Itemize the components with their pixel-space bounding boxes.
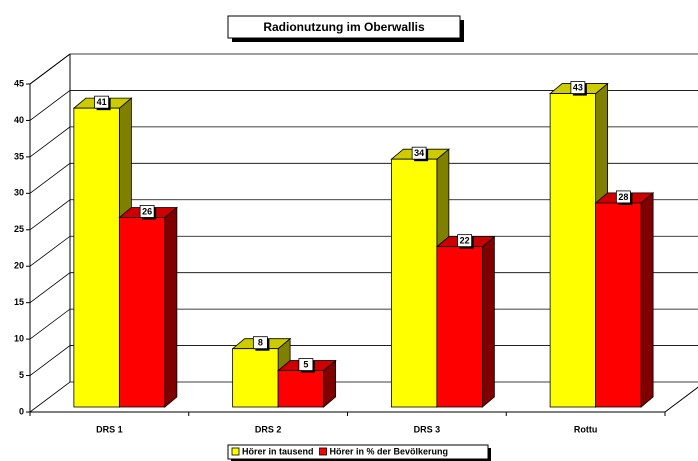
y-tick-label: 0 bbox=[19, 406, 24, 416]
title-box bbox=[227, 15, 461, 39]
bar bbox=[595, 202, 642, 408]
bar bbox=[549, 93, 597, 408]
data-label-box bbox=[457, 234, 473, 248]
bar bbox=[436, 246, 483, 408]
legend-swatch bbox=[231, 447, 240, 456]
legend: Hörer in tausend Hörer in % der Bevölkeru… bbox=[227, 444, 491, 461]
y-tick-label: 40 bbox=[14, 115, 24, 125]
data-label-box bbox=[411, 146, 427, 160]
legend-label: Hörer in % der Bevölkerung bbox=[330, 446, 449, 456]
data-label-box bbox=[252, 336, 268, 350]
data-label: 28 bbox=[618, 192, 628, 202]
bar bbox=[277, 370, 325, 408]
y-tick-label: 30 bbox=[14, 188, 24, 198]
data-label: 26 bbox=[142, 206, 152, 216]
data-label-box bbox=[94, 95, 110, 109]
y-tick-label: 15 bbox=[14, 297, 24, 307]
grid-line bbox=[29, 126, 698, 158]
data-label-box bbox=[139, 205, 155, 218]
x-tick-label: DRS 2 bbox=[255, 424, 282, 434]
data-label-box bbox=[298, 358, 314, 371]
y-tick-label: 25 bbox=[14, 224, 24, 234]
grid-line bbox=[29, 199, 698, 231]
grid-line bbox=[29, 90, 698, 121]
legend-box bbox=[227, 444, 489, 460]
y-tick-label: 20 bbox=[14, 261, 24, 271]
data-label: 8 bbox=[258, 338, 263, 348]
y-tick-label: 5 bbox=[19, 370, 24, 380]
chart-title: Radionutzung im Oberwallis bbox=[263, 20, 425, 34]
legend-swatch bbox=[319, 447, 327, 456]
data-label-box bbox=[570, 81, 586, 94]
bar-side bbox=[640, 192, 654, 408]
legend-label: Hörer in tausend bbox=[242, 446, 314, 456]
back-wall bbox=[29, 53, 71, 412]
y-tick-label: 35 bbox=[14, 151, 24, 161]
bar bbox=[118, 217, 166, 408]
bar-side bbox=[481, 235, 495, 408]
x-tick-label: DRS 1 bbox=[96, 424, 123, 434]
data-label: 43 bbox=[573, 82, 583, 92]
bar bbox=[390, 158, 438, 408]
data-label: 22 bbox=[460, 236, 470, 246]
data-label: 5 bbox=[303, 359, 308, 369]
data-label: 34 bbox=[414, 148, 424, 158]
data-label-box bbox=[615, 190, 631, 204]
bar-side bbox=[164, 206, 178, 408]
grid-line bbox=[29, 162, 698, 194]
data-label: 41 bbox=[97, 97, 107, 107]
x-tick-label: Rottu bbox=[574, 424, 598, 434]
floor-right bbox=[664, 386, 698, 413]
bar bbox=[73, 107, 120, 408]
y-tick-label: 10 bbox=[14, 333, 24, 343]
grid-line bbox=[29, 53, 698, 85]
y-tick-label: 45 bbox=[14, 78, 24, 88]
bar bbox=[232, 348, 279, 408]
x-tick-label: DRS 3 bbox=[414, 424, 441, 434]
grid-line bbox=[29, 235, 698, 267]
